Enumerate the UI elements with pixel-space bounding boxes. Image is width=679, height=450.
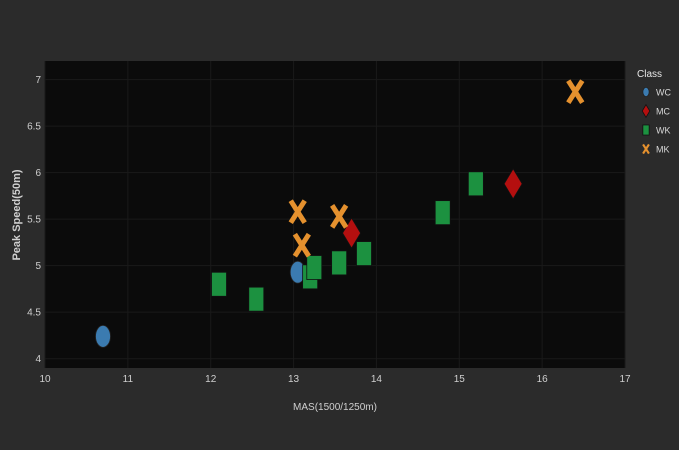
x-tick-label: 15 bbox=[454, 374, 466, 385]
x-tick-label: 11 bbox=[123, 374, 134, 385]
data-point-wk bbox=[306, 255, 323, 280]
y-tick-label: 6.5 bbox=[27, 122, 41, 133]
data-point-wk bbox=[434, 200, 451, 226]
y-tick-label: 6 bbox=[35, 168, 41, 179]
data-point-mk bbox=[566, 79, 585, 105]
data-point-wk bbox=[467, 171, 484, 197]
y-tick-label: 4 bbox=[35, 354, 41, 365]
y-tick-label: 5.5 bbox=[27, 215, 41, 226]
legend-label-wk: WK bbox=[656, 126, 671, 136]
data-point-mk bbox=[330, 204, 349, 229]
legend-marker-mc bbox=[641, 103, 651, 119]
legend-title: Class bbox=[637, 69, 662, 80]
data-point-wk bbox=[211, 271, 227, 297]
legend-label-mc: MC bbox=[656, 107, 670, 117]
x-tick-label: 14 bbox=[371, 374, 383, 385]
data-point-wc bbox=[95, 324, 111, 348]
data-point-wk bbox=[356, 241, 372, 266]
data-point-mk bbox=[288, 199, 307, 225]
y-tick-label: 7 bbox=[35, 75, 41, 86]
y-tick-label: 5 bbox=[35, 261, 41, 272]
x-tick-label: 12 bbox=[205, 374, 217, 385]
x-tick-label: 16 bbox=[537, 374, 549, 385]
legend-label-mk: MK bbox=[656, 145, 670, 155]
x-tick-label: 13 bbox=[288, 374, 300, 385]
legend-marker-wk bbox=[642, 124, 650, 136]
data-point-wk bbox=[331, 250, 348, 276]
y-tick-label: 4.5 bbox=[27, 308, 41, 319]
legend-marker-mk bbox=[642, 143, 650, 155]
y-axis-title: Peak Speed(50m) bbox=[11, 169, 23, 260]
data-point-wk bbox=[248, 286, 265, 312]
legend-label-wc: WC bbox=[656, 88, 671, 98]
legend-marker-wc bbox=[642, 86, 650, 98]
data-point-mk bbox=[292, 232, 311, 258]
data-point-mc bbox=[503, 168, 523, 200]
x-tick-label: 10 bbox=[39, 374, 51, 385]
tick-labels: 10 11 12 13 14 15 16 17 4 4.5 5 5.5 6 6.5 7 bbox=[27, 75, 631, 385]
x-tick-label: 17 bbox=[619, 374, 631, 385]
data-point-mc bbox=[342, 217, 362, 249]
legend: Class WC MC WK MK bbox=[637, 69, 671, 155]
data-points bbox=[95, 79, 585, 348]
x-axis-title: MAS(1500/1250m) bbox=[293, 402, 377, 413]
